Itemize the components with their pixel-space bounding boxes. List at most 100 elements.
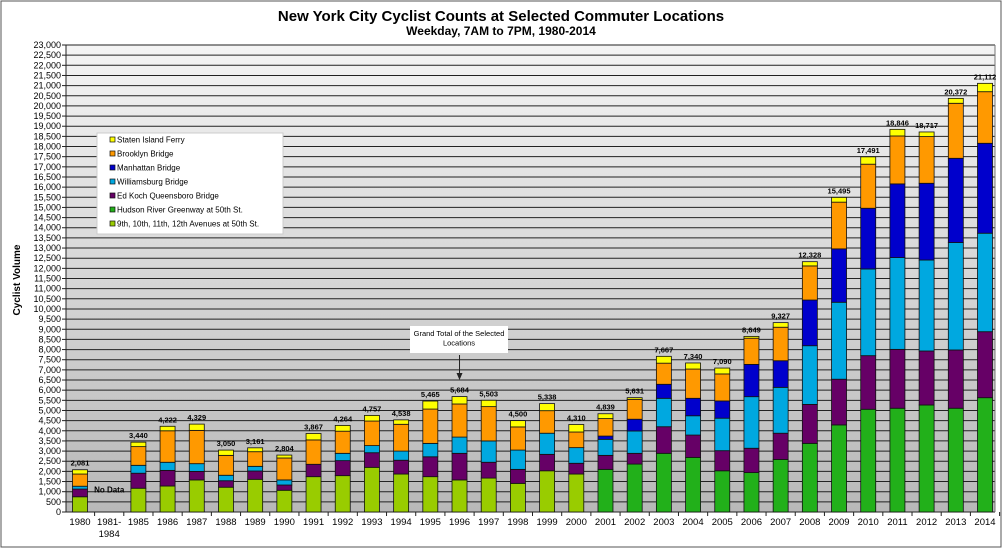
bar-segment: [334, 460, 351, 477]
total-label: 5,465: [421, 390, 440, 399]
bar-segment: [918, 182, 935, 261]
y-tick-label: 18,500: [33, 131, 61, 141]
bar-segment: [218, 449, 234, 456]
y-tick-label: 15,500: [33, 192, 61, 202]
bar-segment: [597, 454, 614, 470]
bar-segment: [801, 345, 818, 405]
bar-segment: [626, 452, 643, 465]
legend: Staten Island Ferry Brooklyn Bridge Manhat…: [96, 132, 284, 235]
bar-segment: [480, 440, 497, 463]
y-tick-label: 14,500: [33, 213, 61, 223]
bar-segment: [918, 136, 935, 184]
total-label: 15,495: [828, 186, 851, 195]
total-label: 2,081: [71, 459, 90, 468]
bar-segment: [889, 407, 906, 513]
bar-segment: [947, 97, 964, 104]
bar-segment: [918, 131, 935, 137]
bar-segment: [72, 485, 88, 490]
y-tick-label: 10,500: [33, 294, 61, 304]
bar-segment: [276, 484, 293, 491]
bar-segment: [422, 476, 439, 513]
y-axis-label: Cyclist Volume: [12, 244, 23, 315]
bar-segment: [860, 408, 877, 513]
total-label: 4,264: [333, 414, 353, 423]
total-label: 4,538: [392, 409, 411, 418]
x-tick-label: 2009: [828, 517, 849, 528]
total-label: 17,491: [857, 146, 880, 155]
chart-subtitle: Weekday, 7AM to 7PM, 1980-2014: [406, 24, 596, 38]
bar-segment: [714, 417, 731, 452]
bar-segment: [364, 452, 380, 468]
bar-segment: [743, 337, 760, 365]
x-tick-label: 1997: [478, 517, 499, 528]
bar-segment: [801, 261, 818, 267]
bar-segment: [422, 408, 439, 444]
bar-segment: [334, 430, 351, 454]
x-tick-label: 2006: [741, 517, 762, 528]
x-tick-label: 1989: [245, 517, 266, 528]
legend-box: [96, 132, 284, 235]
x-tick-label: 2014: [974, 517, 995, 528]
bar-segment: [831, 201, 847, 250]
bar-segment: [597, 418, 614, 437]
bar-segment: [772, 360, 789, 388]
bar-segment: [159, 461, 176, 471]
bar-segment: [451, 403, 468, 438]
bar-segment: [860, 207, 877, 270]
bar-segment: [364, 466, 380, 513]
y-tick-label: 21,500: [33, 70, 61, 80]
x-tick-label: 2005: [712, 517, 733, 528]
y-tick-label: 20,000: [33, 101, 61, 111]
total-label: 21,112: [974, 72, 997, 81]
bar-segment: [334, 452, 351, 462]
y-tick-label: 17,000: [33, 162, 61, 172]
bar-segment: [72, 488, 88, 498]
y-tick-label: 22,000: [33, 60, 61, 70]
bar-segment: [276, 479, 293, 486]
y-tick-label: 5,500: [38, 395, 61, 405]
y-tick-label: 16,000: [33, 182, 61, 192]
bar-segment: [743, 396, 760, 449]
x-tick-label: 1999: [537, 517, 558, 528]
y-tick-label: 9,500: [38, 314, 61, 324]
legend-swatch: [109, 206, 116, 213]
bar-segment: [597, 435, 614, 440]
bar-segment: [947, 349, 964, 409]
bar-segment: [714, 400, 731, 419]
bar-segment: [947, 242, 964, 351]
bar-segment: [72, 469, 88, 475]
y-tick-label: 23,000: [33, 40, 61, 50]
total-label: 4,329: [187, 413, 206, 422]
callout-arrowhead: [456, 373, 463, 380]
bar-segment: [889, 128, 906, 137]
total-label: 5,338: [538, 393, 557, 402]
bar-segment: [276, 457, 293, 481]
bar-segment: [247, 447, 264, 453]
y-tick-label: 11,500: [34, 274, 61, 284]
bar-segment: [714, 373, 731, 402]
x-tick-label: 2012: [916, 517, 937, 528]
bar-segment: [130, 472, 147, 489]
legend-label: Staten Island Ferry: [117, 136, 185, 145]
legend-label: Hudson River Greenway at 50th St.: [117, 206, 243, 215]
x-tick-label: 2013: [945, 517, 966, 528]
y-tick-label: 2,000: [38, 466, 61, 476]
bar-segment: [451, 436, 468, 454]
bar-segment: [889, 135, 906, 185]
y-tick-label: 7,500: [38, 355, 61, 365]
legend-swatch: [109, 136, 116, 143]
y-tick-label: 13,500: [33, 233, 61, 243]
y-tick-label: 11,000: [34, 284, 61, 294]
legend-swatch: [109, 192, 116, 199]
bar-segment: [977, 91, 993, 144]
y-tick-label: 4,000: [38, 426, 61, 436]
x-tick-label: 1992: [332, 517, 353, 528]
legend-swatch: [109, 164, 116, 171]
bar-segment: [218, 486, 234, 513]
total-label: 12,328: [798, 251, 821, 260]
bar-segment: [422, 442, 439, 458]
bar-segment: [305, 439, 322, 465]
bar-segment: [597, 438, 614, 456]
bar-segment: [568, 424, 585, 433]
bar-segment: [480, 406, 497, 442]
